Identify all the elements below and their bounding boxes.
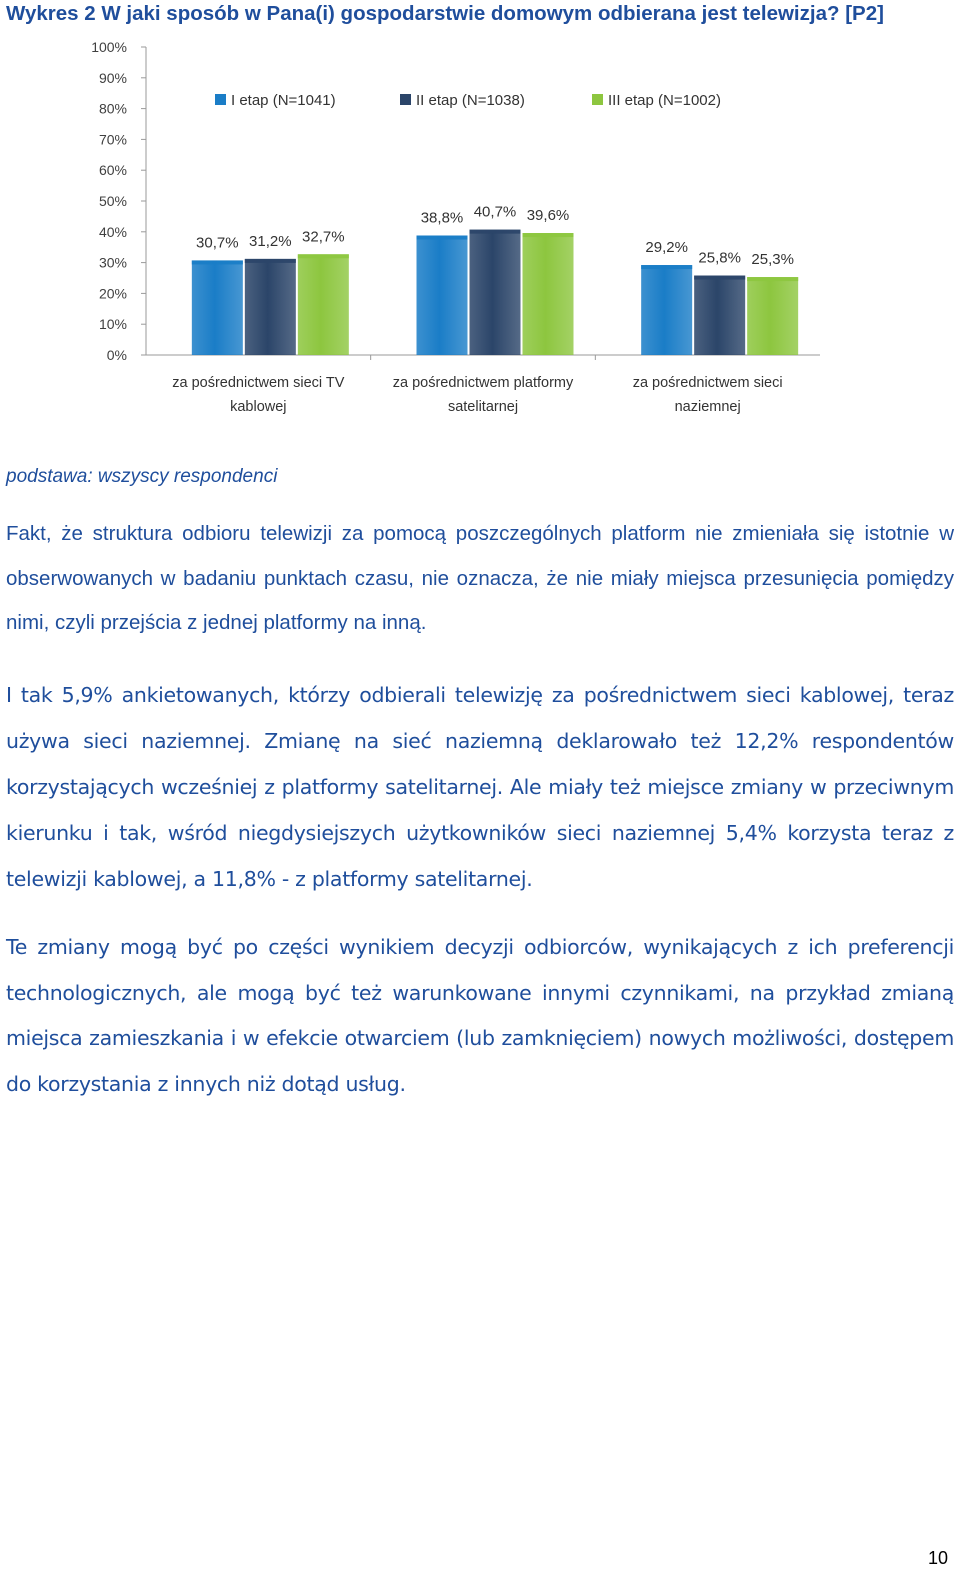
bar-3-1 [297, 254, 349, 355]
data-label: 25,3% [751, 251, 794, 268]
data-label: 30,7% [196, 234, 239, 251]
y-tick-label: 30% [99, 255, 127, 271]
data-label: 29,2% [645, 239, 688, 256]
bar-1-1 [191, 260, 243, 355]
paragraph-3: Te zmiany mogą być po części wynikiem de… [6, 935, 954, 1096]
chart-title: Wykres 2 W jaki sposób w Pana(i) gospoda… [6, 2, 884, 25]
legend-swatch-2 [400, 94, 411, 105]
bar-1-3 [641, 265, 693, 355]
y-tick-label: 50% [99, 193, 127, 209]
y-tick-label: 80% [99, 101, 127, 117]
chart-source-caption: podstawa: wszyscy respondenci [6, 466, 278, 487]
data-label: 39,6% [527, 207, 570, 224]
legend-label-1: I etap (N=1041) [231, 92, 336, 109]
legend-swatch-1 [215, 94, 226, 105]
data-label: 38,8% [421, 209, 464, 226]
legend-label-2: II etap (N=1038) [416, 92, 525, 109]
bar-top-edge [747, 277, 799, 282]
bar-top-edge [694, 275, 746, 280]
bar-top-edge [416, 235, 468, 240]
x-category-label: satelitarnej [448, 399, 518, 415]
bar-top-edge [522, 233, 574, 238]
paragraph-2: I tak 5,9% ankietowanych, którzy odbiera… [6, 683, 954, 891]
x-category-label: naziemnej [675, 399, 741, 415]
bar-top-edge [469, 229, 521, 234]
legend-swatch-3 [592, 94, 603, 105]
bar-chart: 0% 10% 20% 30% 40% 50% 60% 70% 80% 90% 100% 30,7% 31… [91, 39, 820, 415]
x-category-label: za pośrednictwem sieci TV [172, 375, 345, 391]
bar-2-3 [694, 275, 746, 355]
bar-2-1 [244, 258, 296, 355]
y-tick-label: 20% [99, 285, 127, 301]
x-category-label: kablowej [230, 399, 286, 415]
y-tick-label: 100% [91, 39, 127, 55]
bar-3-3 [747, 277, 799, 355]
y-tick-label: 0% [107, 347, 127, 363]
data-label: 32,7% [302, 228, 345, 245]
bar-1-2 [416, 235, 468, 355]
y-tick-label: 10% [99, 316, 127, 332]
bar-top-edge [191, 260, 243, 265]
data-label: 31,2% [249, 233, 292, 250]
bar-top-edge [297, 254, 349, 259]
x-category-label: za pośrednictwem platformy [393, 375, 574, 391]
legend-label-3: III etap (N=1002) [608, 92, 721, 109]
bar-2-2 [469, 229, 521, 355]
data-label: 40,7% [474, 204, 517, 221]
y-tick-label: 60% [99, 162, 127, 178]
y-tick-label: 70% [99, 131, 127, 147]
page-number: 10 [927, 1548, 948, 1568]
y-tick-label: 90% [99, 70, 127, 86]
data-label: 25,8% [698, 250, 741, 267]
x-category-label: za pośrednictwem sieci [633, 375, 783, 391]
paragraph-1: Fakt, że struktura odbioru telewizji za … [6, 522, 954, 634]
y-tick-label: 40% [99, 224, 127, 240]
bar-3-2 [522, 233, 574, 355]
bar-top-edge [244, 258, 296, 263]
bar-top-edge [641, 265, 693, 270]
